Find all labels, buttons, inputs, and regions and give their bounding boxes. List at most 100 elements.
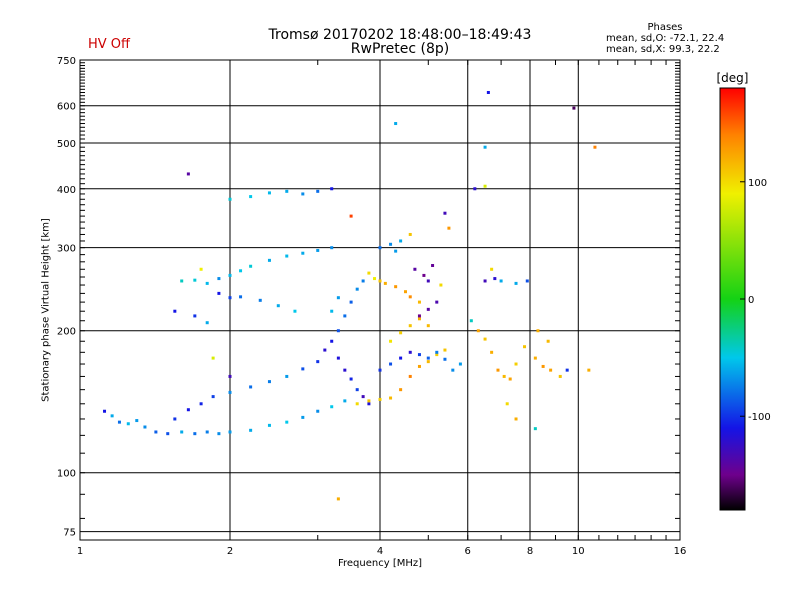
data-point <box>593 145 597 149</box>
data-point <box>490 350 494 354</box>
x-tick-label: 6 <box>465 546 471 557</box>
data-point <box>228 296 232 300</box>
data-point <box>301 192 305 196</box>
data-point <box>361 279 365 283</box>
data-point <box>186 408 190 412</box>
data-point <box>389 339 393 343</box>
data-point <box>316 360 320 364</box>
phases-title: Phases <box>647 22 683 33</box>
phases-o-stats: mean, sd,O: -72.1, 22.4 <box>606 33 725 44</box>
data-point <box>514 362 518 366</box>
data-point <box>533 356 537 360</box>
data-point <box>587 368 591 372</box>
data-point <box>473 187 477 191</box>
data-point <box>355 287 359 291</box>
data-point <box>211 356 215 360</box>
data-point <box>217 277 221 281</box>
y-tick-label: 300 <box>57 244 76 255</box>
data-point <box>180 279 184 283</box>
data-point <box>173 417 177 421</box>
data-point <box>426 307 430 311</box>
data-point <box>336 329 340 333</box>
data-point <box>186 172 190 176</box>
data-point <box>249 264 253 268</box>
data-point <box>408 350 412 354</box>
data-point <box>301 415 305 419</box>
data-point <box>228 374 232 378</box>
data-point <box>399 239 403 243</box>
data-point <box>267 191 271 195</box>
data-point <box>378 279 382 283</box>
data-point <box>199 267 203 271</box>
data-point <box>330 309 334 313</box>
data-point <box>249 385 253 389</box>
data-point <box>443 357 447 361</box>
data-point <box>143 425 147 429</box>
data-point <box>166 432 170 436</box>
data-point <box>389 396 393 400</box>
data-point <box>355 388 359 392</box>
data-point <box>435 353 439 357</box>
data-point <box>217 291 221 295</box>
data-point <box>447 226 451 230</box>
colorbar-label: [deg] <box>717 71 749 85</box>
data-point <box>541 364 545 368</box>
data-point <box>285 420 289 424</box>
data-point <box>330 339 334 343</box>
data-point <box>316 409 320 413</box>
data-point <box>443 348 447 352</box>
data-point <box>514 281 518 285</box>
data-point <box>403 290 407 294</box>
colorbar-tick-label: 0 <box>748 295 754 306</box>
data-point <box>301 367 305 371</box>
data-point <box>217 432 221 436</box>
data-point <box>426 356 430 360</box>
data-point <box>389 362 393 366</box>
phases-x-stats: mean, sd,X: 99.3, 22.2 <box>606 44 720 55</box>
data-point <box>549 368 553 372</box>
x-tick-label: 4 <box>377 546 383 557</box>
data-point <box>367 402 371 406</box>
data-point <box>408 324 412 328</box>
data-point <box>267 258 271 262</box>
data-point <box>293 309 297 313</box>
data-point <box>435 300 439 304</box>
data-point <box>458 362 462 366</box>
data-point <box>180 430 184 434</box>
data-point <box>349 214 353 218</box>
data-point <box>523 345 527 349</box>
data-point <box>323 348 327 352</box>
data-point <box>343 399 347 403</box>
data-point <box>389 242 393 246</box>
x-tick-label: 8 <box>527 546 533 557</box>
data-point <box>399 331 403 335</box>
data-point <box>476 329 480 333</box>
data-point <box>276 304 280 308</box>
data-point <box>267 423 271 427</box>
data-point <box>239 295 243 299</box>
data-point <box>572 106 576 110</box>
data-point <box>239 269 243 273</box>
data-point <box>205 281 209 285</box>
data-point <box>394 285 398 289</box>
data-point <box>536 329 540 333</box>
data-point <box>383 281 387 285</box>
hv-status-label: HV Off <box>88 37 130 52</box>
x-tick-label: 10 <box>572 546 585 557</box>
data-point <box>483 184 487 188</box>
data-point <box>408 232 412 236</box>
data-point <box>336 296 340 300</box>
data-point <box>490 267 494 271</box>
data-point <box>443 211 447 215</box>
data-point <box>316 248 320 252</box>
data-point <box>110 414 114 418</box>
data-point <box>258 298 262 302</box>
data-point <box>330 187 334 191</box>
data-point <box>469 319 473 323</box>
chart-subtitle: RwPretec (8p) <box>350 41 450 57</box>
data-point <box>228 273 232 277</box>
data-point <box>533 427 537 431</box>
data-point <box>502 374 506 378</box>
data-point <box>285 189 289 193</box>
